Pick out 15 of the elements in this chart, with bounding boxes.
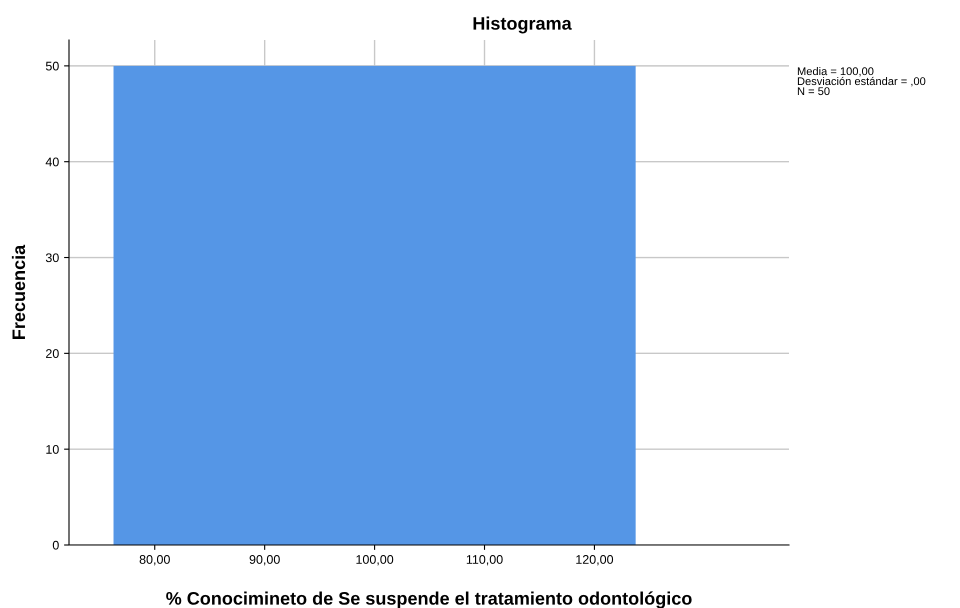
- y-tick-label: 30: [46, 253, 59, 262]
- y-tick-label: 10: [46, 444, 59, 454]
- x-tick-label: 100,00: [356, 555, 394, 566]
- x-axis-title: % Conocimineto de Se suspende el tratamiento odontológico: [166, 591, 692, 608]
- x-tick-label: 90,00: [250, 555, 280, 566]
- x-tick-label: 110,00: [466, 555, 503, 566]
- y-tick-label: 0: [52, 540, 59, 550]
- y-tick-label: 50: [46, 62, 59, 71]
- text: Media = 100,00 Desviación estándar = ,00 N = 50: [798, 67, 926, 96]
- y-tick-label: 40: [46, 158, 59, 166]
- y-tick-label: 20: [46, 349, 59, 358]
- x-tick-label: 120,00: [576, 555, 614, 566]
- chart-title: Histograma: [474, 16, 572, 34]
- x-tick-label: 80,00: [140, 555, 170, 566]
- y-axis-title: Frecuencia: [12, 244, 26, 339]
